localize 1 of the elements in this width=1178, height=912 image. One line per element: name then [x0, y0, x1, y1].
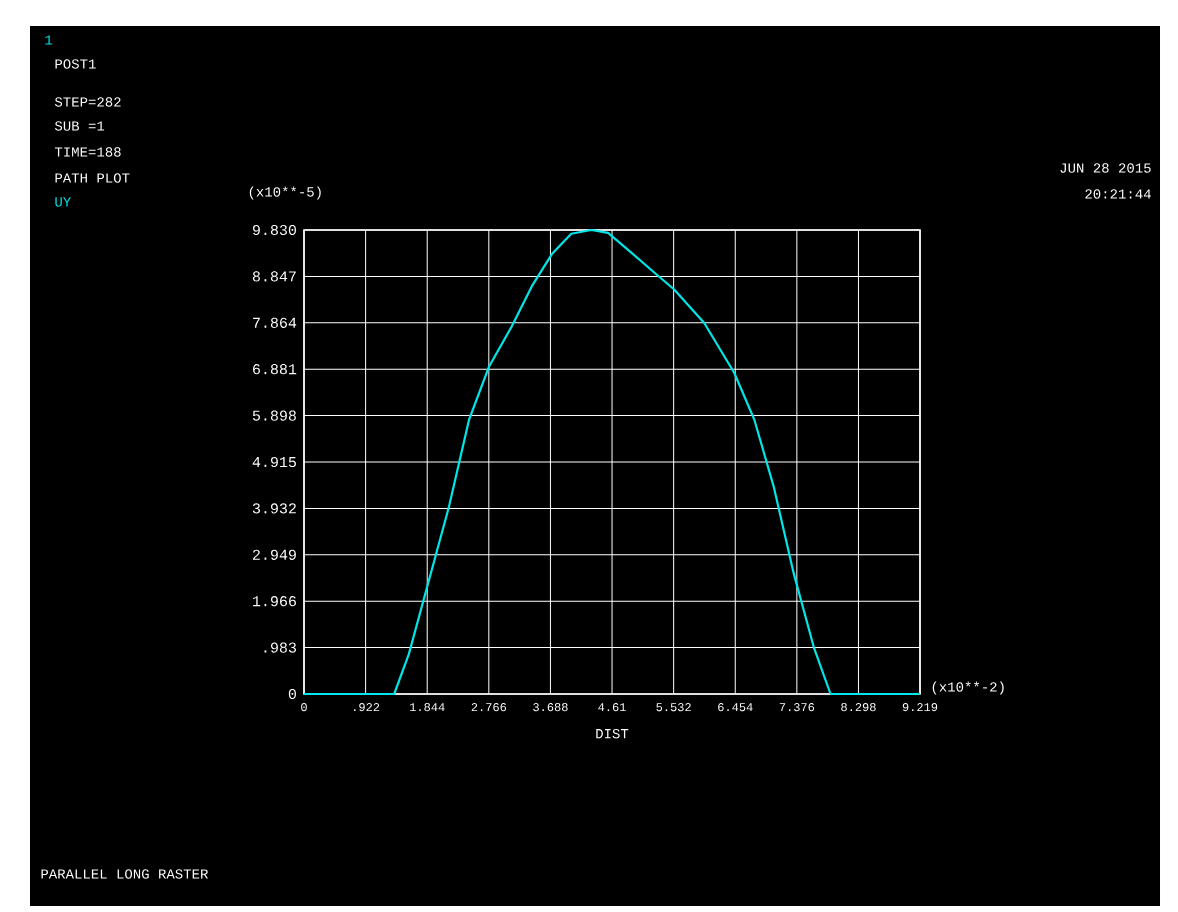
- line-series: [302, 228, 922, 696]
